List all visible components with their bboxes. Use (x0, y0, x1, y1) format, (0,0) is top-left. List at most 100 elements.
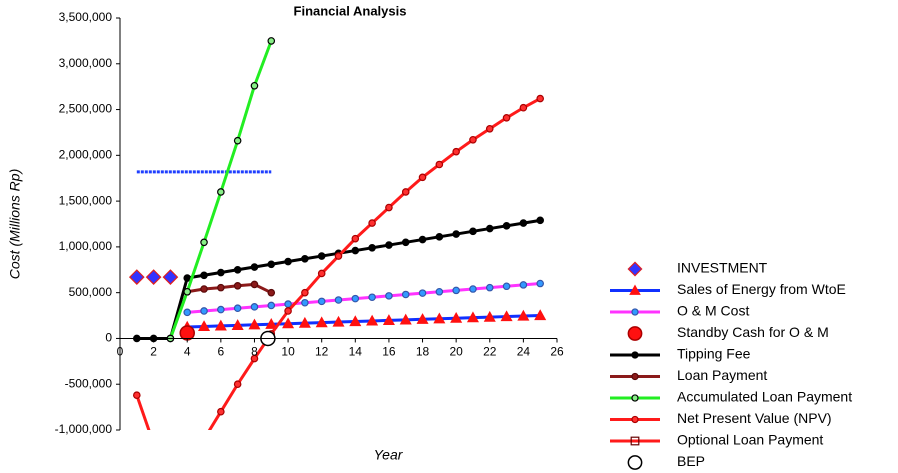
y-tick-label: 1,500,000 (59, 193, 113, 207)
marker (536, 279, 544, 288)
x-tick-label: 24 (517, 345, 531, 359)
legend-label: Standby Cash for O & M (677, 324, 829, 340)
legend-label: Net Present Value (NPV) (677, 410, 832, 426)
x-tick-label: 26 (550, 345, 564, 359)
x-tick-label: 4 (184, 345, 191, 359)
y-tick-label: 3,000,000 (59, 56, 113, 70)
y-tick-label: 2,500,000 (59, 102, 113, 116)
marker (183, 287, 192, 296)
marker (298, 316, 311, 328)
legend-marker (631, 308, 639, 316)
marker (301, 254, 309, 263)
marker (217, 283, 225, 292)
marker (214, 319, 227, 331)
marker (145, 269, 162, 285)
y-tick-label: 1,000,000 (59, 239, 113, 253)
y-tick-label: 0 (105, 331, 112, 345)
marker (284, 307, 292, 315)
marker (267, 260, 276, 269)
marker (536, 94, 544, 103)
x-tick-label: 12 (315, 345, 329, 359)
marker (349, 315, 362, 327)
marker (233, 265, 242, 274)
marker (418, 173, 427, 182)
marker (179, 325, 195, 341)
x-tick-label: 22 (483, 345, 497, 359)
x-tick-label: 20 (449, 345, 463, 359)
marker (250, 81, 259, 90)
marker (401, 290, 410, 299)
marker (502, 222, 511, 230)
marker (351, 294, 360, 303)
legend-label: Sales of Energy from WtoE (677, 281, 846, 297)
marker (483, 310, 496, 322)
marker (267, 288, 276, 297)
marker (217, 268, 225, 277)
legend-marker (631, 394, 639, 402)
marker (368, 244, 376, 252)
legend-label: Optional Loan Payment (677, 432, 823, 448)
marker (332, 315, 345, 327)
marker (248, 318, 261, 330)
marker (282, 317, 295, 329)
legend-label: Tipping Fee (677, 346, 751, 362)
legend-marker (629, 284, 641, 295)
marker (517, 309, 530, 321)
marker (452, 286, 460, 295)
marker (536, 216, 544, 225)
marker (265, 318, 278, 329)
marker (534, 309, 547, 321)
legend-marker (627, 261, 643, 277)
marker (317, 297, 326, 306)
marker (401, 188, 410, 196)
x-tick-label: 14 (349, 345, 363, 359)
chart-title: Financial Analysis (294, 3, 407, 18)
legend-label: Accumulated Loan Payment (677, 389, 852, 405)
marker (435, 287, 444, 296)
y-tick-label: -1,000,000 (55, 422, 113, 436)
marker (435, 160, 444, 169)
marker (301, 288, 309, 297)
legend: INVESTMENT Sales of Energy from WtoE O & M… (610, 260, 852, 470)
marker (128, 269, 145, 285)
marker (466, 311, 479, 323)
marker (485, 224, 494, 233)
marker (250, 263, 259, 271)
legend-label: INVESTMENT (677, 260, 768, 276)
marker (418, 289, 427, 297)
marker (519, 103, 528, 112)
y-tick-label: 3,500,000 (59, 10, 113, 24)
marker (217, 407, 225, 416)
marker (200, 271, 208, 280)
y-axis-title: Cost (Millions Rp) (7, 169, 23, 279)
x-tick-label: 18 (416, 345, 430, 359)
marker (150, 441, 156, 447)
y-tick-label: -500,000 (65, 376, 113, 390)
marker (500, 310, 513, 322)
marker (452, 147, 460, 156)
marker (267, 301, 276, 310)
x-tick-label: 16 (382, 345, 396, 359)
marker (450, 311, 463, 323)
legend-label: Loan Payment (677, 367, 767, 383)
legend-marker (631, 351, 639, 359)
marker (452, 230, 460, 238)
marker (382, 314, 395, 326)
marker (284, 257, 292, 266)
x-axis-title: Year (374, 447, 404, 463)
marker (433, 312, 446, 324)
marker (435, 233, 444, 241)
marker (267, 37, 276, 45)
marker (368, 219, 376, 227)
y-tick-label: 2,000,000 (59, 148, 113, 162)
x-tick-label: 0 (117, 345, 124, 359)
marker (198, 320, 211, 332)
marker (315, 316, 328, 328)
marker (233, 136, 242, 145)
marker (401, 238, 410, 247)
series-line (187, 313, 541, 329)
marker (183, 274, 192, 282)
legend-marker (631, 372, 639, 381)
marker (162, 269, 179, 285)
marker (519, 219, 528, 227)
